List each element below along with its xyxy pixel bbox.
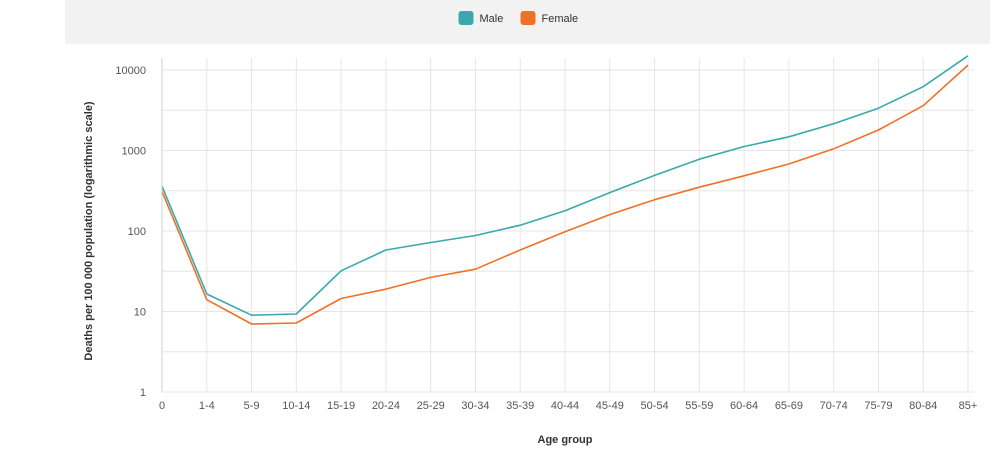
legend-item-female[interactable]: Female <box>520 11 579 25</box>
plot-frame <box>65 44 990 410</box>
y-tick-label: 100 <box>128 226 146 238</box>
legend-item-male[interactable]: Male <box>458 11 504 25</box>
x-tick-label: 20-24 <box>372 400 400 412</box>
x-tick-label: 60-64 <box>730 400 758 412</box>
y-axis-title: Deaths per 100 000 population (logarithm… <box>83 101 95 361</box>
x-tick-label: 55-59 <box>685 400 713 412</box>
x-tick-label: 75-79 <box>864 400 892 412</box>
axes: 1 10 100 1000 10000 0 1-4 5-9 10-14 15-19 20-24 25-… <box>115 58 977 412</box>
series-lines <box>161 55 969 325</box>
x-tick-label: 25-29 <box>417 400 445 412</box>
grid <box>161 58 974 393</box>
x-axis-title: Age group <box>538 434 593 446</box>
x-tick-label: 70-74 <box>820 400 848 412</box>
x-tick-label: 1-4 <box>199 400 215 412</box>
y-tick-label: 1000 <box>122 146 146 158</box>
x-tick-label: 85+ <box>959 400 978 412</box>
y-tick-label: 1 <box>140 387 146 399</box>
x-tick-label: 35-39 <box>506 400 534 412</box>
x-tick-label: 0 <box>159 400 165 412</box>
x-tick-label: 15-19 <box>327 400 355 412</box>
legend-label: Male <box>480 13 504 25</box>
legend-swatch <box>520 11 536 25</box>
x-tick-label: 45-49 <box>596 400 624 412</box>
y-tick-label: 10000 <box>115 65 146 77</box>
x-tick-label: 40-44 <box>551 400 579 412</box>
legend[interactable]: Male Female <box>458 11 579 25</box>
x-tick-label: 10-14 <box>282 400 310 412</box>
y-tick-label: 10 <box>134 307 146 319</box>
x-tick-label: 5-9 <box>244 400 260 412</box>
x-tick-label: 50-54 <box>640 400 668 412</box>
legend-swatch <box>458 11 474 25</box>
legend-label: Female <box>542 13 579 25</box>
series-line-female <box>161 64 969 325</box>
x-tick-label: 65-69 <box>775 400 803 412</box>
x-tick-label: 30-34 <box>461 400 489 412</box>
x-tick-label: 80-84 <box>909 400 937 412</box>
series-line-male <box>161 55 969 317</box>
